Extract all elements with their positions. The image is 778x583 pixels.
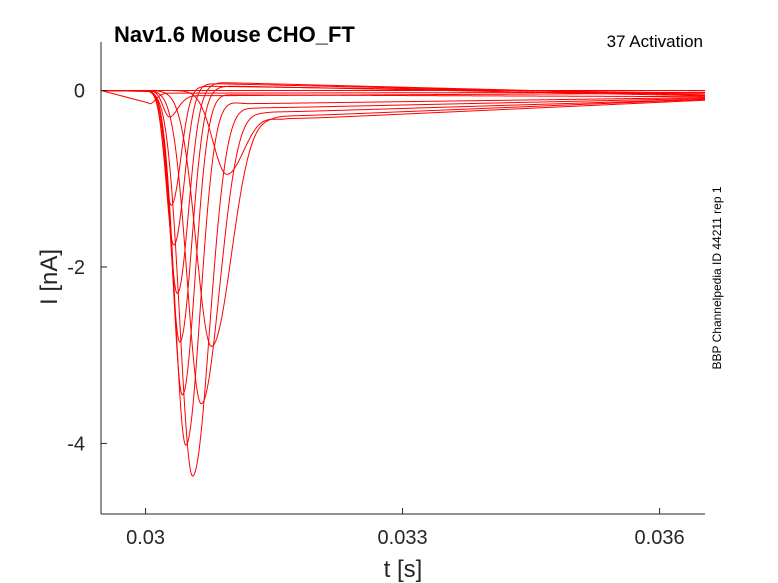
current-trace-11 — [101, 90, 705, 347]
y-axis-label: I [nA] — [36, 249, 63, 305]
current-trace-5 — [101, 82, 705, 295]
y-ticks: 0 -2 -4 — [67, 81, 107, 455]
x-tick-label: 0.036 — [635, 527, 685, 549]
plot-area: 0.03 0.033 0.036 0 -2 -4 — [67, 42, 705, 549]
side-label: BBP Channelpedia ID 44211 rep 1 — [710, 186, 724, 369]
current-trace-6 — [101, 85, 705, 343]
current-trace-12 — [101, 90, 705, 175]
chart-subtitle: 37 Activation — [607, 32, 703, 51]
x-tick-label: 0.03 — [126, 527, 165, 549]
current-trace-8 — [101, 90, 705, 446]
x-tick-label: 0.033 — [378, 527, 428, 549]
x-ticks: 0.03 0.033 0.036 — [126, 508, 685, 549]
y-tick-label: -4 — [67, 433, 85, 455]
y-tick-label: 0 — [74, 81, 85, 103]
current-trace-9 — [101, 90, 705, 477]
chart-title: Nav1.6 Mouse CHO_FT — [114, 22, 355, 47]
traces — [101, 82, 705, 477]
current-trace-7 — [101, 90, 705, 396]
y-tick-label: -2 — [67, 257, 85, 279]
x-axis-label: t [s] — [384, 556, 423, 583]
current-trace-10 — [101, 90, 705, 405]
